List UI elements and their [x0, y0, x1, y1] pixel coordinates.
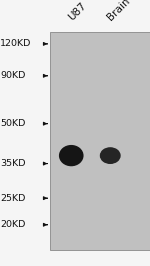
Ellipse shape: [65, 152, 77, 160]
Ellipse shape: [106, 153, 115, 158]
Text: 35KD: 35KD: [0, 159, 26, 168]
Ellipse shape: [63, 150, 79, 161]
Ellipse shape: [64, 151, 78, 160]
Ellipse shape: [106, 153, 114, 158]
Bar: [50, 32, 150, 250]
Ellipse shape: [102, 150, 118, 161]
Ellipse shape: [64, 150, 79, 161]
Ellipse shape: [61, 147, 81, 164]
Ellipse shape: [105, 153, 115, 159]
Ellipse shape: [66, 152, 77, 159]
Ellipse shape: [67, 153, 76, 159]
Ellipse shape: [104, 152, 117, 160]
Text: Brain: Brain: [105, 0, 132, 23]
Ellipse shape: [103, 151, 117, 160]
Ellipse shape: [100, 148, 120, 163]
Ellipse shape: [60, 146, 83, 165]
Text: 25KD: 25KD: [0, 194, 25, 203]
Ellipse shape: [101, 149, 119, 163]
Text: 50KD: 50KD: [0, 119, 25, 128]
Text: 120KD: 120KD: [0, 39, 31, 48]
Ellipse shape: [105, 152, 116, 159]
Ellipse shape: [60, 147, 82, 165]
Text: 20KD: 20KD: [0, 220, 25, 229]
Ellipse shape: [102, 149, 119, 162]
Ellipse shape: [62, 148, 81, 163]
Text: U87: U87: [67, 1, 88, 23]
Ellipse shape: [103, 151, 118, 161]
Ellipse shape: [62, 149, 80, 162]
Ellipse shape: [107, 154, 114, 157]
Ellipse shape: [67, 153, 75, 158]
Text: 90KD: 90KD: [0, 71, 25, 80]
